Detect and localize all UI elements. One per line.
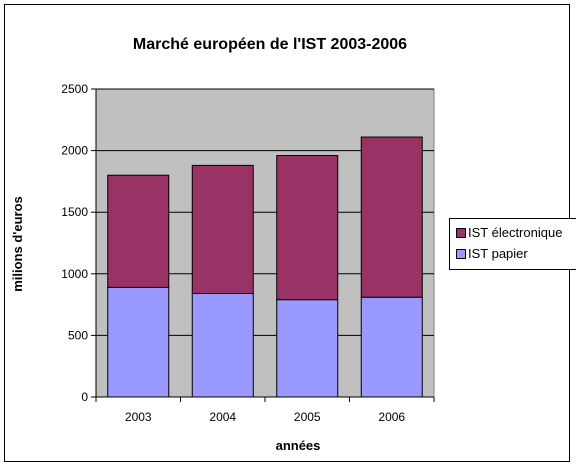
y-axis-label: milions d'euros (10, 196, 25, 292)
x-tick-label: 2004 (209, 410, 236, 424)
legend: IST électronique IST papier (449, 218, 576, 270)
bar-papier-2003 (107, 286, 170, 398)
y-tick-label: 0 (81, 390, 88, 404)
bar-electronique-2004 (191, 164, 254, 295)
legend-item-electronique: IST électronique (456, 225, 562, 241)
legend-swatch-electronique (456, 227, 466, 238)
legend-label-electronique: IST électronique (468, 225, 563, 240)
y-tick-label: 2000 (61, 144, 88, 158)
legend-label-papier: IST papier (468, 246, 528, 261)
bar-electronique-2003 (107, 174, 170, 288)
x-axis-label: années (275, 438, 321, 453)
bar-electronique-2006 (360, 136, 423, 298)
legend-item-papier: IST papier (456, 246, 528, 262)
y-tick-label: 1500 (61, 205, 88, 219)
y-tick-label: 500 (68, 328, 88, 342)
bar-electronique-2005 (276, 155, 339, 301)
x-tick-label: 2005 (294, 410, 321, 424)
x-tick-label: 2003 (125, 410, 152, 424)
chart-title: Marché européen de l'IST 2003-2006 (132, 36, 408, 53)
bar-papier-2005 (276, 299, 339, 398)
y-tick-label: 1000 (61, 267, 88, 281)
bar-papier-2004 (191, 293, 254, 398)
y-tick-label: 2500 (61, 82, 88, 96)
x-tick-label: 2006 (378, 410, 405, 424)
legend-swatch-papier (456, 248, 466, 259)
bar-papier-2006 (360, 296, 423, 398)
